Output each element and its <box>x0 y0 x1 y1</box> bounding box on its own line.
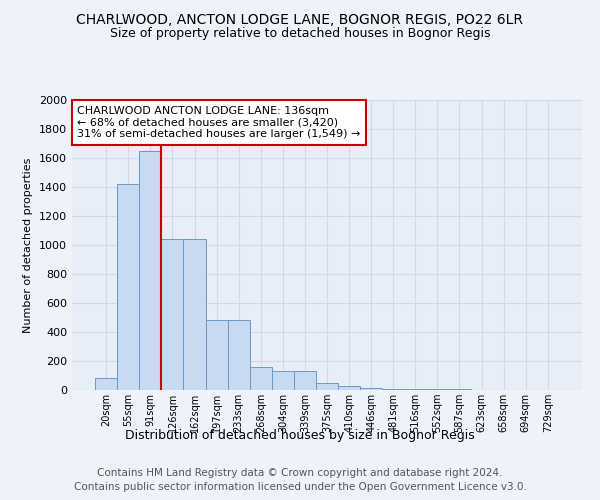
Bar <box>316 383 338 390</box>
Text: Contains HM Land Registry data © Crown copyright and database right 2024.: Contains HM Land Registry data © Crown c… <box>97 468 503 477</box>
Bar <box>95 378 117 390</box>
Bar <box>404 389 427 390</box>
Text: CHARLWOOD ANCTON LODGE LANE: 136sqm
← 68% of detached houses are smaller (3,420): CHARLWOOD ANCTON LODGE LANE: 136sqm ← 68… <box>77 106 361 139</box>
Bar <box>272 371 294 390</box>
Text: Contains public sector information licensed under the Open Government Licence v3: Contains public sector information licen… <box>74 482 526 492</box>
Bar <box>184 239 206 390</box>
Text: Distribution of detached houses by size in Bognor Regis: Distribution of detached houses by size … <box>125 428 475 442</box>
Text: CHARLWOOD, ANCTON LODGE LANE, BOGNOR REGIS, PO22 6LR: CHARLWOOD, ANCTON LODGE LANE, BOGNOR REG… <box>77 12 523 26</box>
Bar <box>206 320 227 390</box>
Bar <box>338 386 360 390</box>
Y-axis label: Number of detached properties: Number of detached properties <box>23 158 34 332</box>
Bar <box>227 320 250 390</box>
Bar <box>382 388 404 390</box>
Bar <box>294 371 316 390</box>
Bar <box>250 367 272 390</box>
Bar <box>139 151 161 390</box>
Bar <box>360 388 382 390</box>
Bar <box>117 184 139 390</box>
Text: Size of property relative to detached houses in Bognor Regis: Size of property relative to detached ho… <box>110 28 490 40</box>
Bar <box>161 239 184 390</box>
